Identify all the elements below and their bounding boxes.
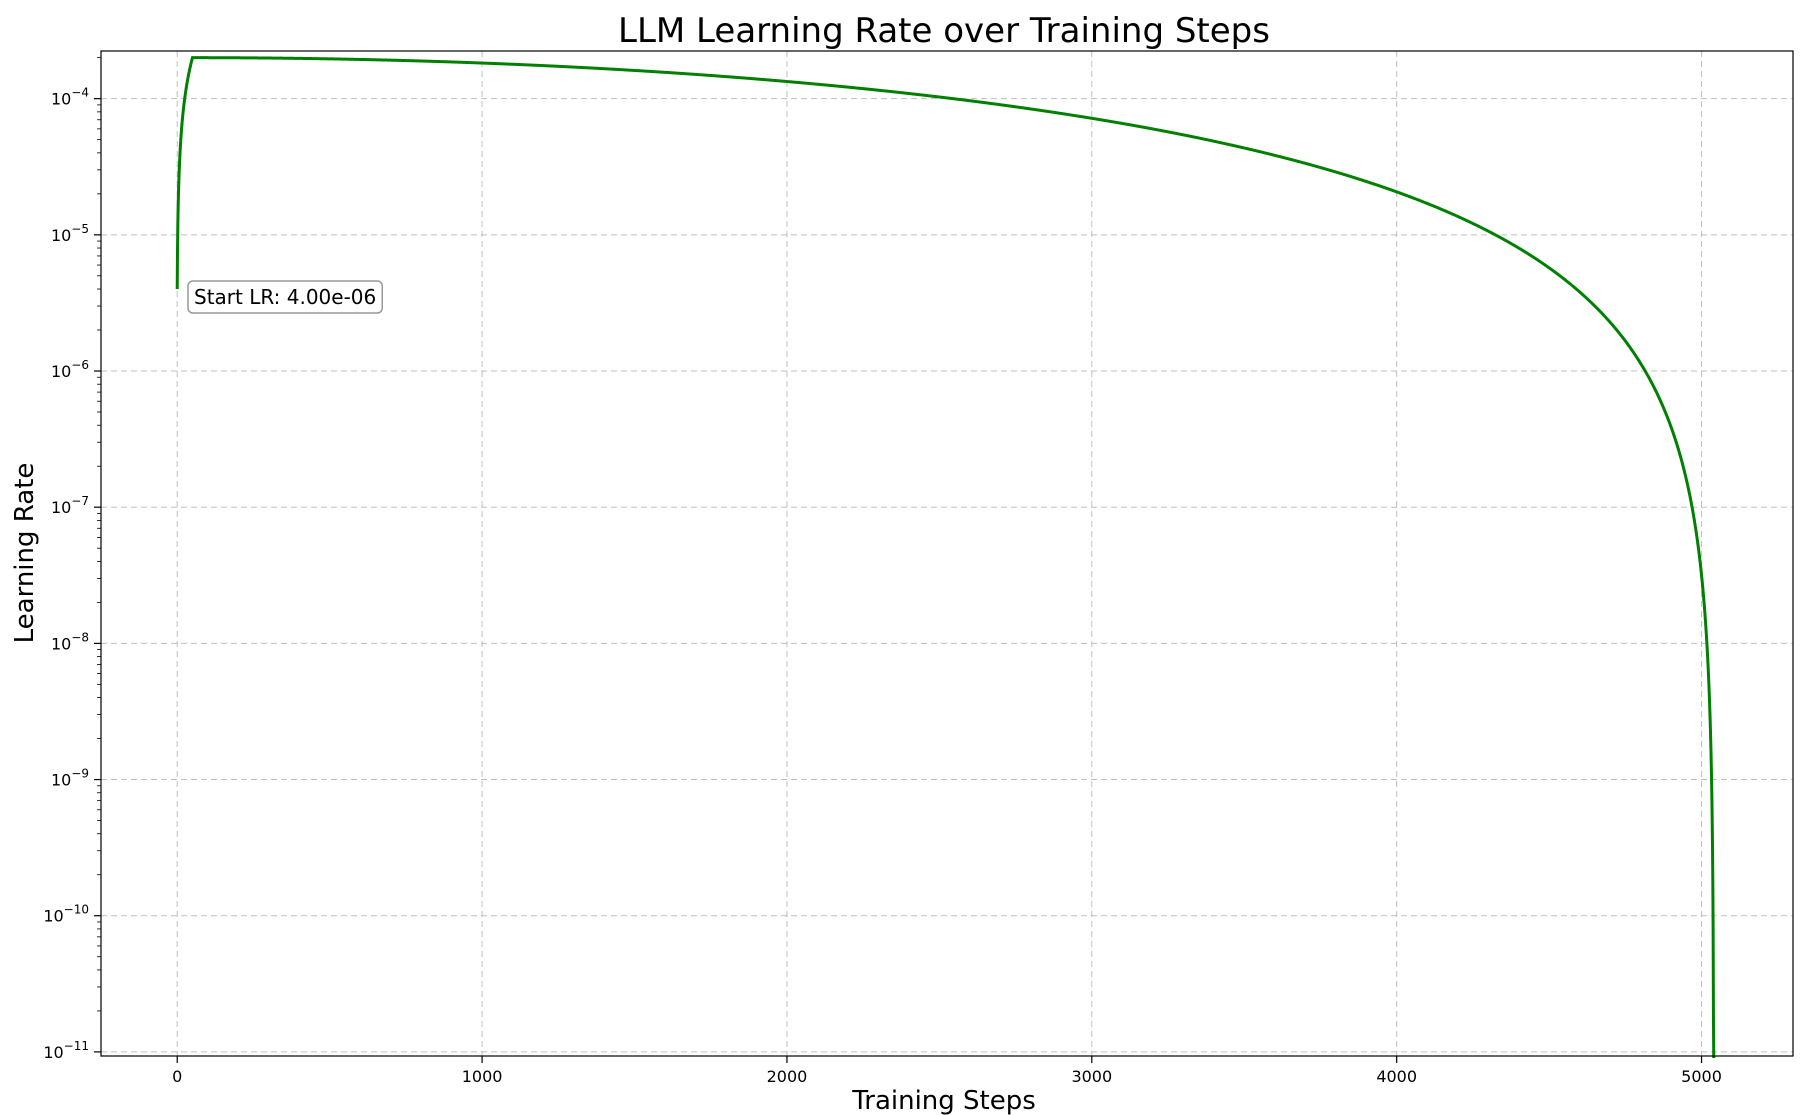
x-axis-label: Training Steps	[851, 1086, 1036, 1115]
learning-rate-series-line	[175, 56, 1716, 1059]
y-tick-label: 10−11	[43, 1039, 89, 1062]
plot-frame	[100, 50, 1794, 1057]
chart-title: LLM Learning Rate over Training Steps	[618, 11, 1270, 51]
annotation-text: Start LR: 4.00e-06	[194, 285, 376, 309]
x-tick-label: 4000	[1376, 1067, 1417, 1086]
y-axis-label: Learning Rate	[10, 463, 40, 644]
y-tick-label: 10−8	[51, 630, 89, 653]
x-tick-label: 3000	[1071, 1067, 1112, 1086]
x-tick-label: 0	[172, 1067, 182, 1086]
y-tick-label: 10−6	[51, 358, 89, 381]
x-axis-ticks: 0 1000 2000 3000 4000 5000	[172, 1056, 1722, 1086]
y-tick-label: 10−7	[51, 494, 89, 517]
y-tick-label: 10−4	[51, 86, 89, 109]
grid	[101, 51, 1793, 1056]
y-tick-label: 10−10	[43, 903, 89, 926]
x-tick-label: 2000	[767, 1067, 808, 1086]
x-tick-label: 1000	[462, 1067, 503, 1086]
y-tick-label: 10−9	[51, 767, 89, 790]
y-tick-label: 10−5	[51, 222, 89, 245]
x-tick-label: 5000	[1681, 1067, 1722, 1086]
annotation-box	[187, 280, 383, 314]
start-lr-annotation: Start LR: 4.00e-06	[187, 280, 383, 314]
y-axis-ticks: 10−4 10−5 10−6 10−7 10−8 10−9 10−10 10−11	[43, 57, 101, 1062]
